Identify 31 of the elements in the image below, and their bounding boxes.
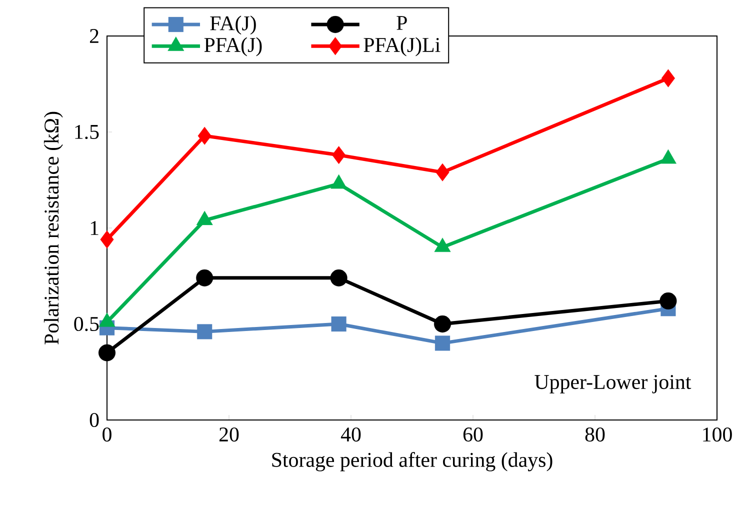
x-tick-label: 40 bbox=[340, 427, 361, 442]
x-tick-label: 20 bbox=[219, 427, 239, 442]
annotation: Upper-Lower joint bbox=[534, 375, 692, 394]
point bbox=[98, 344, 116, 362]
point bbox=[434, 315, 452, 333]
y-axis-title: Polarization resistance (kΩ) bbox=[44, 112, 63, 344]
y-tick-label: 0.5 bbox=[74, 316, 99, 332]
x-tick-label: 0 bbox=[102, 427, 112, 442]
point bbox=[661, 69, 675, 88]
x-axis-title: Storage period after curing (days) bbox=[272, 452, 552, 472]
y-tick-label: 0 bbox=[90, 412, 99, 428]
point bbox=[434, 336, 450, 351]
x-tick-label: 60 bbox=[463, 427, 483, 442]
point bbox=[332, 146, 346, 164]
point bbox=[330, 269, 348, 286]
legend-label: PFA(J)Li bbox=[364, 37, 440, 56]
y-tick-label: 1.5 bbox=[75, 124, 99, 140]
x-tick-label: 80 bbox=[585, 427, 605, 442]
legend-label: P bbox=[396, 16, 407, 30]
point bbox=[436, 163, 450, 182]
y-tick-label: 1 bbox=[90, 221, 98, 235]
point bbox=[198, 126, 212, 145]
legend-label: PFA(J) bbox=[204, 37, 262, 56]
x-tick-label: 100 bbox=[703, 427, 732, 442]
point bbox=[197, 324, 212, 340]
y-tick-label: 2 bbox=[90, 29, 98, 43]
point bbox=[100, 230, 114, 249]
legend-label: FA(J) bbox=[210, 16, 256, 35]
point bbox=[660, 292, 677, 310]
point bbox=[331, 316, 346, 332]
point bbox=[196, 269, 214, 286]
